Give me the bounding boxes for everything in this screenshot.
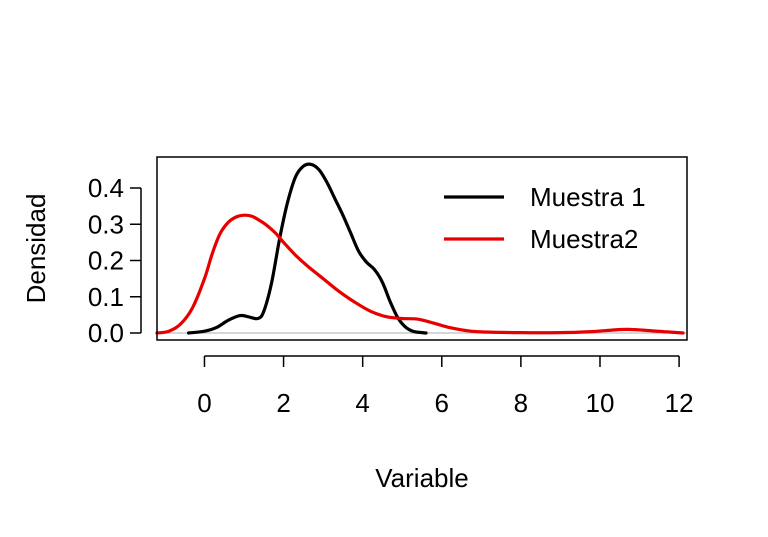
x-axis-label: Variable [375,463,468,493]
legend-label-1: Muestra 1 [530,182,646,212]
y-tick-label: 0.2 [88,246,124,276]
x-tick-label: 10 [586,388,615,418]
series-line-1 [187,162,428,335]
plot-frame [156,156,688,341]
x-tick-label: 2 [276,388,290,418]
x-tick-label: 0 [197,388,211,418]
y-tick-label: 0.4 [88,173,124,203]
x-axis: 0 2 4 6 8 10 12 [197,355,694,418]
legend-label-2: Muestra2 [530,224,638,254]
series-line-2 [155,213,685,335]
y-tick-label: 0.1 [88,282,124,312]
y-axis-label: Densidad [21,194,51,304]
y-tick-label: 0.3 [88,209,124,239]
y-tick-label: 0.0 [88,318,124,348]
x-tick-label: 8 [514,388,528,418]
x-tick-label: 12 [665,388,694,418]
legend: Muestra 1 Muestra2 [444,182,646,254]
x-tick-label: 6 [435,388,449,418]
x-tick-label: 4 [355,388,369,418]
y-axis: 0.0 0.1 0.2 0.3 0.4 [88,173,142,348]
